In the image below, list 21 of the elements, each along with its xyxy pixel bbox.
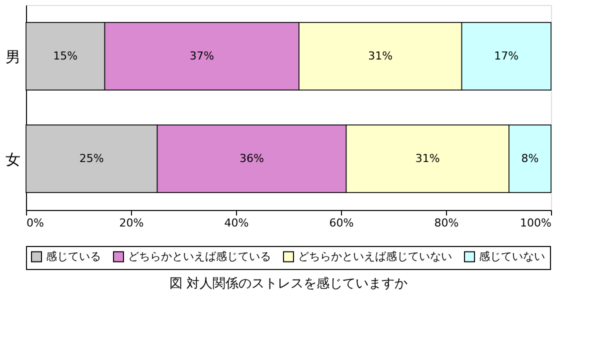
text: 図 対人関係のストレスを感じていますか [169, 276, 408, 292]
data-label: 25% [79, 152, 104, 165]
data-label: 15% [53, 49, 78, 62]
legend-label: どちらかといえば感じていない [298, 250, 452, 263]
x-tick-label: 0% [26, 216, 44, 230]
x-tick-label: 40% [224, 216, 249, 230]
data-label: 31% [368, 49, 393, 62]
legend-label: 感じていない [479, 250, 545, 263]
legend-label: 感じている [46, 250, 101, 263]
x-tick-label: 100% [520, 216, 552, 230]
x-tick-label: 80% [434, 216, 459, 230]
x-tick-label: 20% [119, 216, 144, 230]
y-tick-label: 男 [6, 48, 20, 66]
data-label: 8% [521, 152, 539, 165]
data-label: 37% [190, 49, 214, 62]
legend-label: どちらかといえば感じている [128, 250, 271, 263]
data-label: 36% [240, 152, 264, 165]
data-label: 31% [415, 152, 440, 165]
data-label: 17% [494, 49, 519, 62]
x-tick-label: 60% [329, 216, 354, 230]
y-tick-label: 女 [6, 150, 20, 168]
